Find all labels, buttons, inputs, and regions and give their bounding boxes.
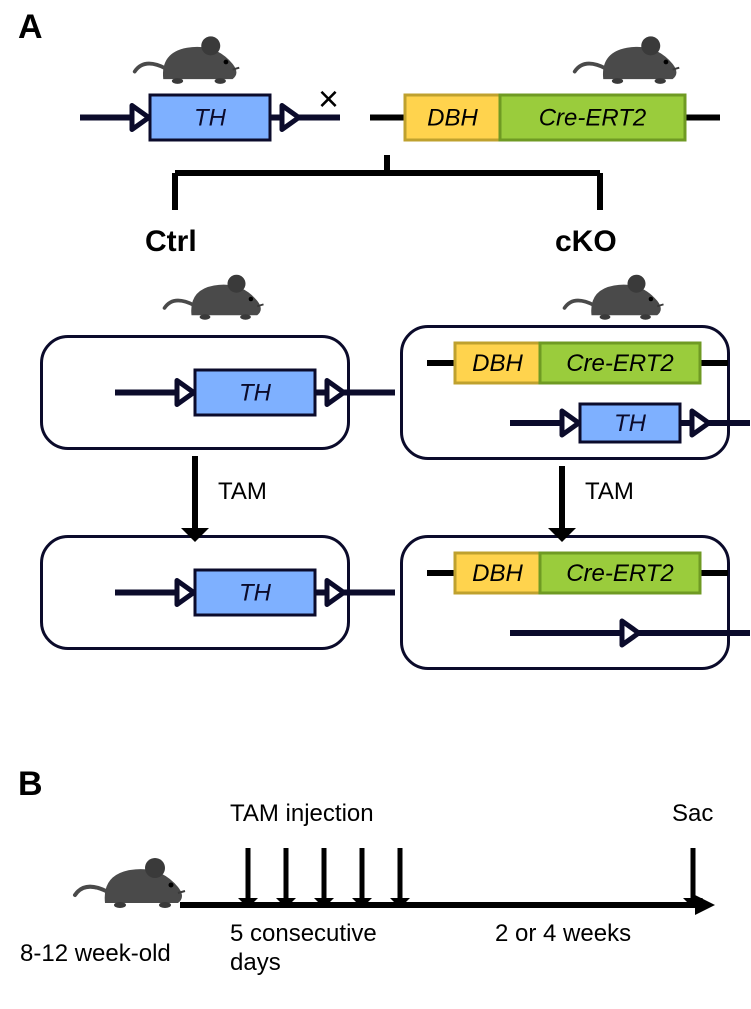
th-cassette: TH [115,560,395,625]
svg-text:TH: TH [614,410,647,437]
svg-text:Cre-ERT2: Cre-ERT2 [539,105,647,132]
svg-text:TH: TH [194,105,227,132]
arrow-down-icon [342,848,382,912]
panel-a-label: A [18,8,43,47]
th-cassette: TH [510,394,750,452]
age-label: 8-12 week-old [20,940,171,968]
arrow-down-icon [266,848,306,912]
th-cassette [510,604,750,662]
sac-label: Sac [672,800,713,828]
svg-text:DBH: DBH [427,105,478,132]
tam-injection-label: TAM injection [230,800,374,828]
dbh-cre-cassette: DBH Cre-ERT2 [370,85,720,150]
dbh-cre-cassette: DBH Cre-ERT2 [427,543,728,603]
svg-text:DBH: DBH [472,350,523,377]
arrow-down-icon [175,456,215,546]
dbh-cre-cassette: DBH Cre-ERT2 [427,333,728,393]
svg-text:TH: TH [239,580,272,607]
arrow-down-icon [673,848,713,912]
svg-text:Cre-ERT2: Cre-ERT2 [566,560,674,587]
mouse-icon [160,263,268,326]
tam-label-ctrl: TAM [218,478,267,506]
ctrl-label: Ctrl [145,225,197,259]
arrow-down-icon [542,466,582,546]
arrow-down-icon [380,848,420,912]
mouse-icon [560,263,668,326]
mouse-icon [570,24,684,91]
svg-text:DBH: DBH [472,560,523,587]
panel-b-label: B [18,765,43,804]
arrow-down-icon [228,848,268,912]
tam-label-cko: TAM [585,478,634,506]
svg-text:Cre-ERT2: Cre-ERT2 [566,350,674,377]
mouse-icon [130,24,244,91]
svg-text:TH: TH [239,380,272,407]
arrow-down-icon [304,848,344,912]
th-cassette: TH [80,85,340,150]
cross-symbol: × [318,78,339,120]
weeks-label: 2 or 4 weeks [495,920,631,948]
cko-label: cKO [555,225,617,259]
th-cassette: TH [115,360,395,425]
five-days-label: 5 consecutivedays [230,920,377,978]
breeding-bracket [0,155,751,275]
